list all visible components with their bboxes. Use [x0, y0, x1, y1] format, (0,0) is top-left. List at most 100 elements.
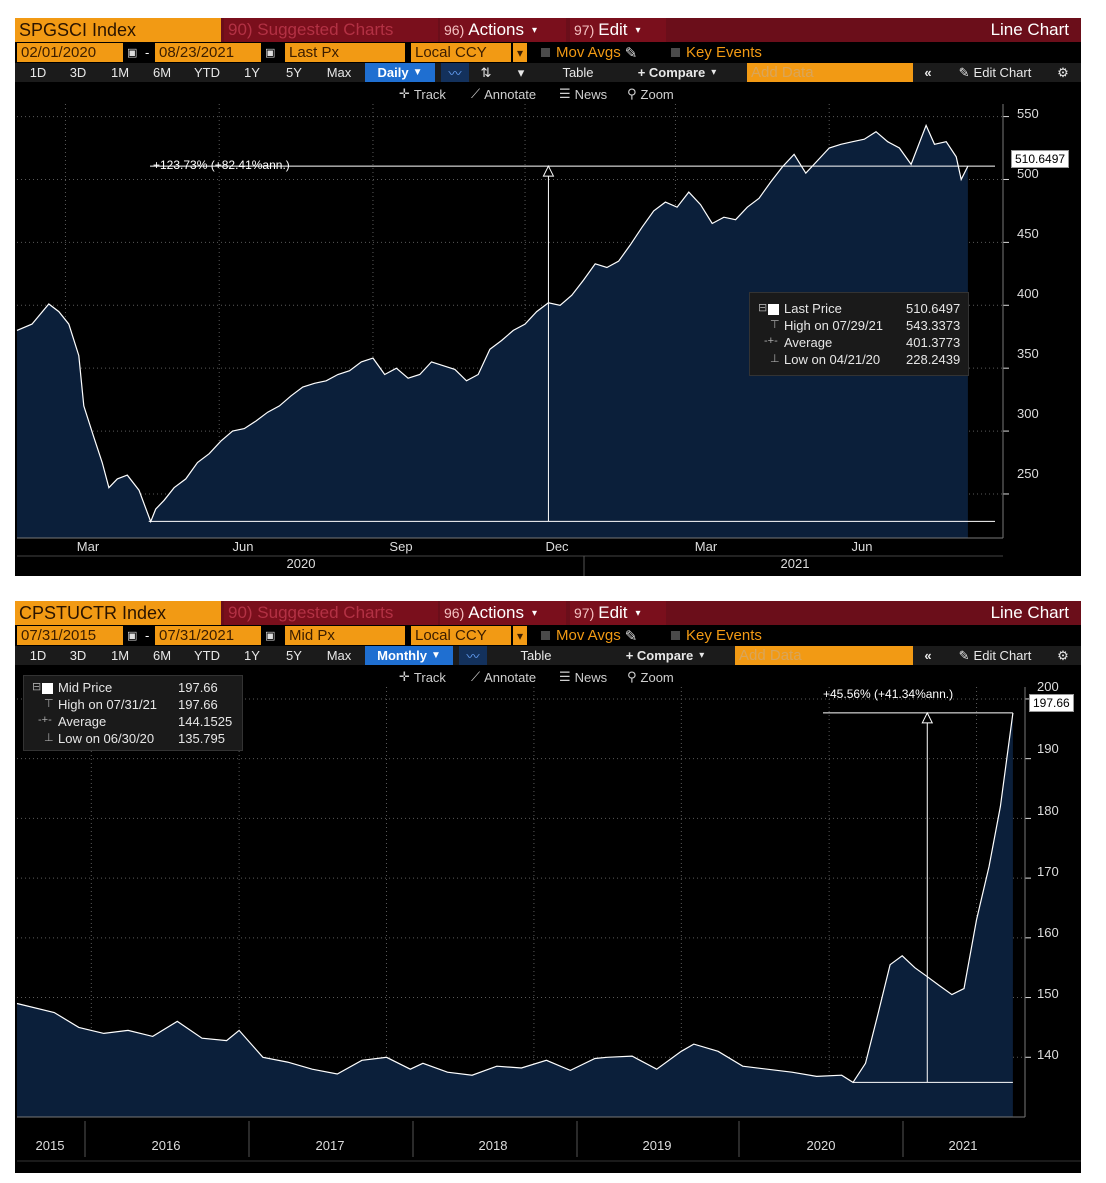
edit-number: 97): [574, 22, 595, 38]
currency-select[interactable]: Local CCY: [411, 626, 511, 645]
end-date-input[interactable]: 07/31/2021: [155, 626, 261, 645]
currency-select[interactable]: Local CCY: [411, 43, 511, 62]
mov-avgs-toggle[interactable]: Mov Avgs ✎: [537, 43, 667, 62]
add-data-input[interactable]: Add Data: [747, 63, 913, 82]
caret-down-icon: ▼: [430, 650, 441, 661]
last-price-badge: 510.6497: [1011, 150, 1070, 168]
annotate-tool[interactable]: ⟋ Annotate: [467, 84, 549, 104]
legend-collapse-icon[interactable]: ⊟: [758, 302, 768, 314]
edit-chart-label: Edit Chart: [973, 648, 1032, 663]
edit-menu[interactable]: 97) Edit ▾: [570, 18, 666, 42]
start-date-input[interactable]: 07/31/2015: [17, 626, 123, 645]
key-events-toggle[interactable]: Key Events: [667, 626, 807, 645]
track-tool[interactable]: ✛ Track: [395, 84, 461, 104]
annotate-tool[interactable]: ⟋ Annotate: [467, 667, 549, 687]
mov-avgs-toggle[interactable]: Mov Avgs ✎: [537, 626, 667, 645]
start-date-input[interactable]: 02/01/2020: [17, 43, 123, 62]
bar-style-icon[interactable]: ⇅: [480, 64, 492, 80]
calendar-icon[interactable]: ▣: [265, 630, 276, 642]
table-button[interactable]: Table: [520, 648, 552, 663]
arrow-head-icon: [921, 711, 934, 724]
gear-icon[interactable]: ⚙: [1057, 647, 1069, 663]
chevron-down-icon: ▾: [531, 24, 538, 36]
price-chart[interactable]: [15, 687, 1081, 1173]
actions-label: Actions: [468, 20, 524, 39]
period-5y-button[interactable]: 5Y: [286, 65, 302, 80]
period-max-button[interactable]: Max: [326, 648, 352, 663]
period-3d-button[interactable]: 3D: [69, 65, 87, 80]
news-tool[interactable]: ☰ News: [555, 667, 619, 687]
mov-avgs-label: Mov Avgs: [556, 627, 621, 644]
chevron-down-icon[interactable]: ▾: [513, 43, 527, 62]
y-tick-label: 170: [1037, 864, 1059, 879]
chevron-down-icon: ▾: [711, 67, 717, 78]
period-6m-button[interactable]: 6M: [152, 648, 172, 663]
gear-icon[interactable]: ⚙: [1057, 64, 1069, 80]
pencil-icon: ✎: [624, 627, 638, 645]
collapse-icon[interactable]: «: [924, 65, 932, 80]
actions-number: 96): [444, 22, 465, 38]
news-tool[interactable]: ☰ News: [555, 84, 619, 104]
calendar-icon[interactable]: ▣: [127, 630, 138, 642]
crosshair-icon: ✛: [399, 669, 410, 684]
calendar-icon[interactable]: ▣: [127, 47, 138, 59]
legend-label: Low on 06/30/20: [58, 731, 155, 746]
period-1d-button[interactable]: 1D: [29, 648, 47, 663]
key-events-label: Key Events: [686, 627, 762, 644]
period-1m-button[interactable]: 1M: [110, 65, 130, 80]
period-ytd-button[interactable]: YTD: [194, 65, 220, 80]
period-1y-button[interactable]: 1Y: [244, 648, 260, 663]
field-select[interactable]: Mid Px: [285, 626, 405, 645]
frequency-select[interactable]: Daily ▼: [365, 63, 435, 82]
title-bar: CPSTUCTR Index 90) Suggested Charts 96) A…: [15, 601, 1081, 625]
edit-chart-button[interactable]: ✎ Edit Chart: [943, 63, 1047, 82]
legend-label: Average: [58, 714, 107, 729]
period-ytd-button[interactable]: YTD: [194, 648, 220, 663]
legend-swatch: [42, 683, 53, 694]
compare-button[interactable]: + Compare ▾: [611, 646, 719, 665]
pencil-icon: ✎: [624, 44, 638, 62]
line-style-icon[interactable]: 〰: [459, 646, 487, 665]
period-3d-button[interactable]: 3D: [69, 648, 87, 663]
period-5y-button[interactable]: 5Y: [286, 648, 302, 663]
collapse-icon[interactable]: «: [924, 648, 932, 663]
table-button[interactable]: Table: [562, 65, 594, 80]
legend: ⊟ Mid Price 197.66 ⊤ High on 07/31/21 197.66…: [23, 675, 243, 751]
edit-menu[interactable]: 97) Edit ▾: [570, 601, 666, 625]
period-max-button[interactable]: Max: [326, 65, 352, 80]
period-6m-button[interactable]: 6M: [152, 65, 172, 80]
field-select[interactable]: Last Px: [285, 43, 405, 62]
suggested-charts-menu[interactable]: 90) Suggested Charts: [224, 601, 438, 625]
chevron-down-icon: ▾: [699, 650, 705, 661]
chevron-down-icon[interactable]: ▾: [517, 64, 525, 80]
zoom-tool[interactable]: ⚲ Zoom: [623, 667, 687, 687]
low-marker-icon: ⊥: [44, 732, 54, 744]
actions-menu[interactable]: 96) Actions ▾: [440, 601, 566, 625]
ticker-field[interactable]: SPGSCI Index: [15, 18, 221, 42]
suggested-charts-menu[interactable]: 90) Suggested Charts: [224, 18, 438, 42]
actions-menu[interactable]: 96) Actions ▾: [440, 18, 566, 42]
chart-panel-spgsci: SPGSCI Index 90) Suggested Charts 96) Act…: [15, 18, 1081, 576]
end-date-input[interactable]: 08/23/2021: [155, 43, 261, 62]
line-style-icon[interactable]: 〰: [441, 63, 469, 82]
key-events-toggle[interactable]: Key Events: [667, 43, 807, 62]
add-data-input[interactable]: Add Data: [735, 646, 913, 665]
frequency-select[interactable]: Monthly ▼: [365, 646, 453, 665]
edit-chart-button[interactable]: ✎ Edit Chart: [943, 646, 1047, 665]
chevron-down-icon[interactable]: ▾: [513, 626, 527, 645]
legend-collapse-icon[interactable]: ⊟: [32, 681, 42, 693]
ticker-field[interactable]: CPSTUCTR Index: [15, 601, 221, 625]
period-1m-button[interactable]: 1M: [110, 648, 130, 663]
y-tick-label: 500: [1017, 166, 1039, 181]
calendar-icon[interactable]: ▣: [265, 47, 276, 59]
compare-button[interactable]: + Compare ▾: [623, 63, 731, 82]
checkbox-icon: [541, 631, 550, 640]
zoom-label: Zoom: [640, 669, 674, 685]
x-year-label: 2018: [478, 1138, 508, 1153]
period-1d-button[interactable]: 1D: [29, 65, 47, 80]
zoom-tool[interactable]: ⚲ Zoom: [623, 84, 687, 104]
track-tool[interactable]: ✛ Track: [395, 667, 461, 687]
legend-value: 197.66: [178, 697, 218, 712]
period-1y-button[interactable]: 1Y: [244, 65, 260, 80]
checkbox-icon: [671, 631, 680, 640]
